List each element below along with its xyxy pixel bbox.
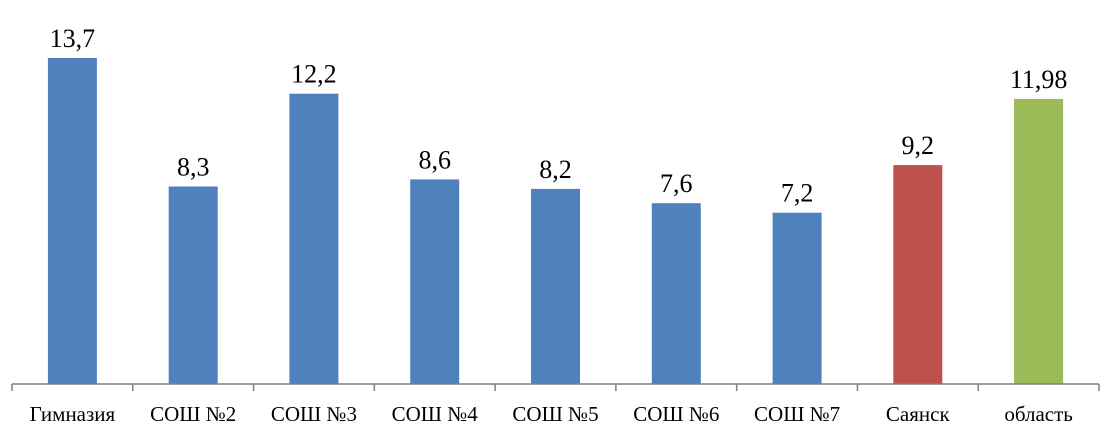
bar (289, 93, 339, 384)
x-tick-label: СОШ №4 (392, 402, 479, 426)
bar (651, 203, 701, 384)
bar (893, 165, 943, 384)
bar-data-label: 9,2 (902, 131, 935, 160)
bar (1014, 98, 1064, 385)
data-labels-layer: 13,7 8,3 12,2 8,6 8,2 7,6 7,2 9,2 11,98 (50, 24, 1068, 208)
x-axis-ticks (11, 384, 1100, 391)
bar (772, 212, 822, 384)
bar-data-label: 8,6 (418, 145, 451, 174)
bar-data-label: 8,2 (539, 155, 572, 184)
bar-data-label: 7,2 (781, 179, 814, 208)
bar-data-label: 7,6 (660, 169, 693, 198)
bar-data-label: 8,3 (177, 153, 210, 182)
x-tick-label: СОШ №5 (512, 402, 598, 426)
bar (47, 58, 97, 384)
x-tick-label: Гимназия (30, 402, 116, 426)
bars-layer (47, 58, 1064, 385)
x-tick-label: СОШ №6 (633, 402, 719, 426)
bar (410, 179, 460, 384)
x-tick-label: Саянск (886, 402, 951, 426)
bar (531, 188, 580, 384)
bar-data-label: 12,2 (291, 60, 337, 89)
x-tick-label: СОШ №2 (150, 402, 236, 426)
x-tick-label: СОШ №7 (754, 402, 840, 426)
x-tick-labels: Гимназия СОШ №2 СОШ №3 СОШ №4 СОШ №5 СОШ №6 СО… (30, 402, 1073, 426)
bar-data-label: 13,7 (50, 24, 96, 53)
bar-data-label: 11,98 (1010, 65, 1068, 94)
x-tick-label: область (1004, 402, 1073, 426)
bar (168, 186, 218, 384)
x-tick-label: СОШ №3 (271, 402, 357, 426)
